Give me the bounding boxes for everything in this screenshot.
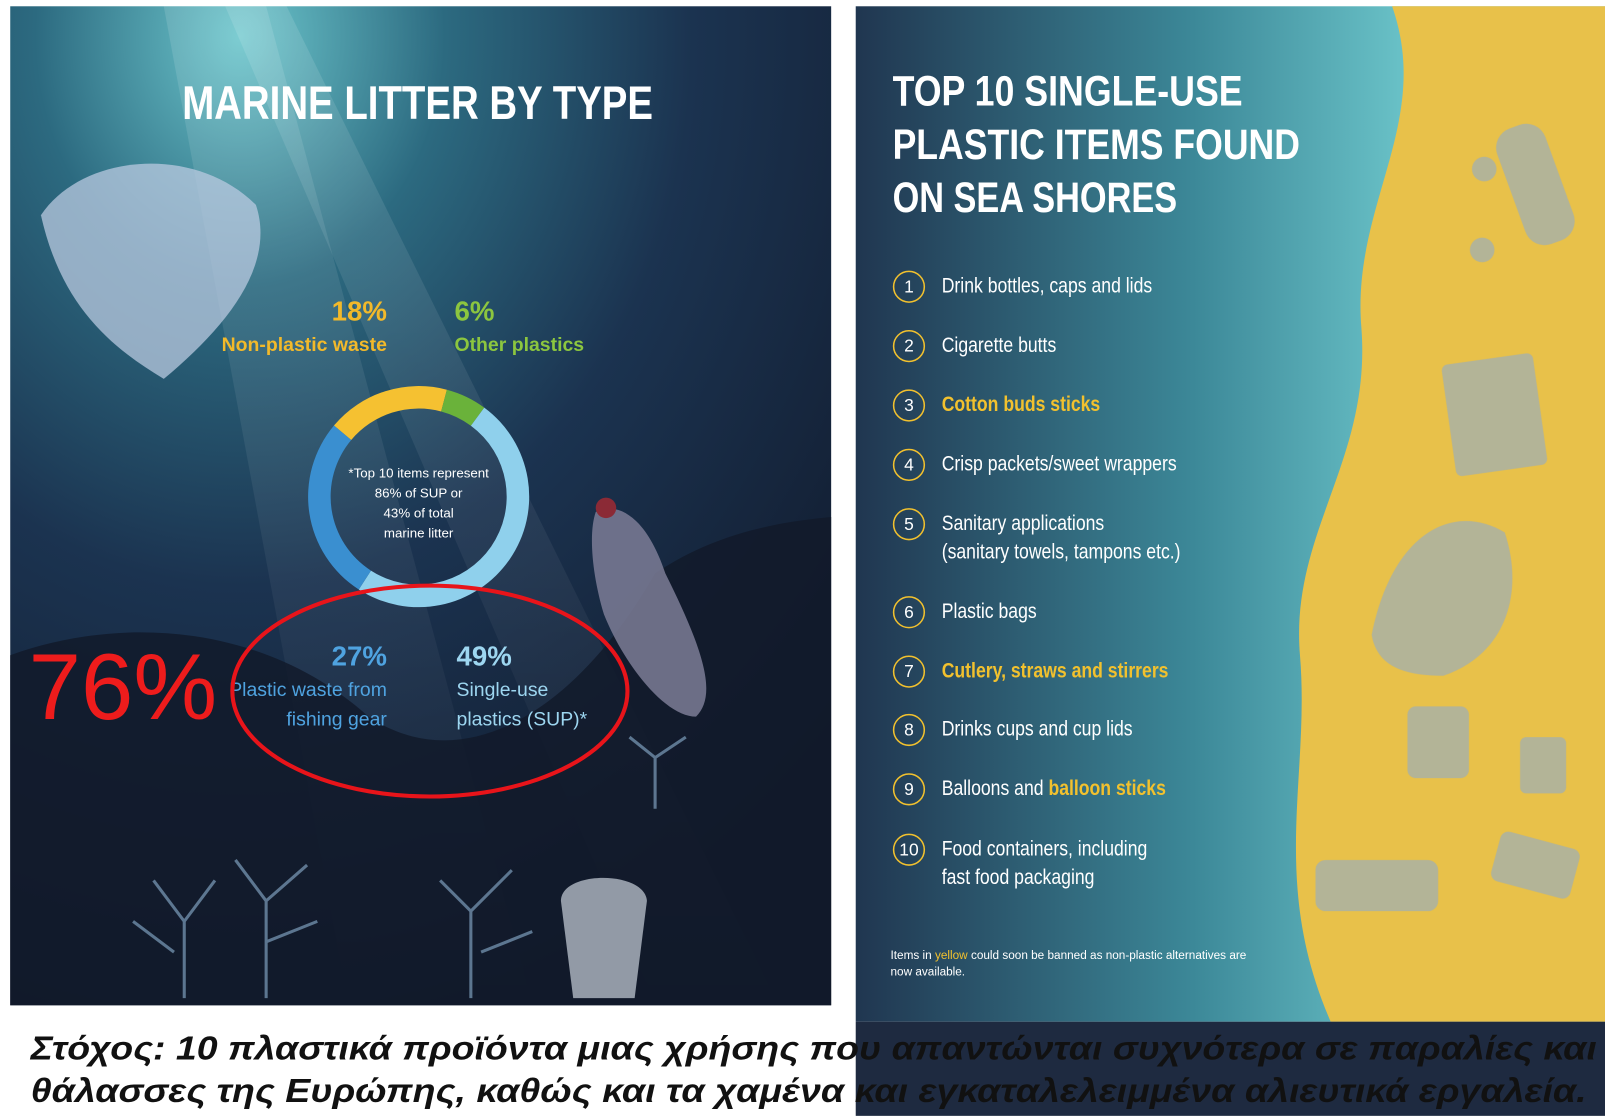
left-title: MARINE LITTER BY TYPE	[182, 76, 653, 129]
segment-value: 49%	[457, 641, 512, 672]
segment-name: Other plastics	[454, 334, 584, 356]
item-text: Crisp packets/sweet wrappers	[942, 452, 1177, 476]
item-text: Drinks cups and cup lids	[942, 717, 1133, 741]
segment-value: 6%	[454, 296, 494, 327]
segment-value: 27%	[332, 641, 387, 672]
cup-illustration	[561, 878, 647, 998]
segment-name: Non-plastic waste	[222, 334, 387, 356]
right-title-line: PLASTIC ITEMS FOUND	[893, 121, 1300, 169]
center-note: 43% of total	[384, 506, 454, 521]
footnote-text: could soon be banned as non-plastic alte…	[968, 949, 1247, 962]
item: Drinks cups and cup lids	[942, 717, 1133, 741]
item-text-part: Balloons and	[942, 776, 1049, 800]
item-text-part: balloon sticks	[1048, 776, 1166, 800]
item-number: 4	[904, 454, 914, 474]
footnote: Items in yellow could soon be banned as …	[891, 949, 1247, 962]
item: Cigarette butts	[942, 333, 1057, 357]
segment-value: 18%	[332, 296, 387, 327]
item-text: fast food packaging	[942, 865, 1095, 889]
item-number: 9	[904, 779, 914, 799]
item-number: 7	[904, 661, 914, 681]
item-text: (sanitary towels, tampons etc.)	[942, 540, 1181, 564]
item-text: Cigarette butts	[942, 333, 1057, 357]
item: Cotton buds sticks	[942, 393, 1101, 417]
item: Plastic bags	[942, 599, 1037, 623]
item-text: Plastic bags	[942, 599, 1037, 623]
item-text: Balloons and balloon sticks	[942, 776, 1166, 800]
annotation: 76%	[29, 634, 217, 739]
center-note: *Top 10 items represent	[348, 466, 489, 481]
footnote-highlight: yellow	[935, 949, 968, 962]
item-number: 10	[899, 839, 918, 859]
item: Drink bottles, caps and lids	[942, 274, 1153, 298]
item: Crisp packets/sweet wrappers	[942, 452, 1177, 476]
item-number: 2	[904, 336, 914, 356]
right-title-line: ON SEA SHORES	[893, 174, 1178, 222]
item: Balloons and balloon sticks	[942, 776, 1166, 800]
item-text: Food containers, including	[942, 837, 1148, 861]
center-note: marine litter	[384, 525, 454, 540]
item: Cutlery, straws and stirrers	[942, 659, 1169, 683]
right-title-line: TOP 10 SINGLE-USE	[893, 68, 1243, 116]
item-text: Cutlery, straws and stirrers	[942, 659, 1169, 683]
slide: MARINE LITTER BY TYPE *Top 10 items repr…	[0, 0, 1605, 1116]
item-number: 5	[904, 514, 914, 534]
item-text: Sanitary applications	[942, 511, 1105, 535]
bottle-cap	[596, 498, 616, 518]
item-number: 1	[904, 276, 914, 296]
item-text: Drink bottles, caps and lids	[942, 274, 1153, 298]
footnote-text: Items in	[891, 949, 935, 962]
center-note: 86% of SUP or	[375, 486, 463, 501]
item-number: 6	[904, 602, 914, 622]
item-number: 8	[904, 720, 914, 740]
item-number: 3	[904, 395, 914, 415]
caption-line: θάλασσες της Ευρώπης, καθώς και τα χαμέν…	[31, 1072, 1587, 1110]
caption-line: Στόχος: 10 πλαστικά προϊόντα μιας χρήσης…	[30, 1029, 1597, 1067]
footnote: now available.	[891, 966, 966, 979]
item-text: Cotton buds sticks	[942, 393, 1101, 417]
